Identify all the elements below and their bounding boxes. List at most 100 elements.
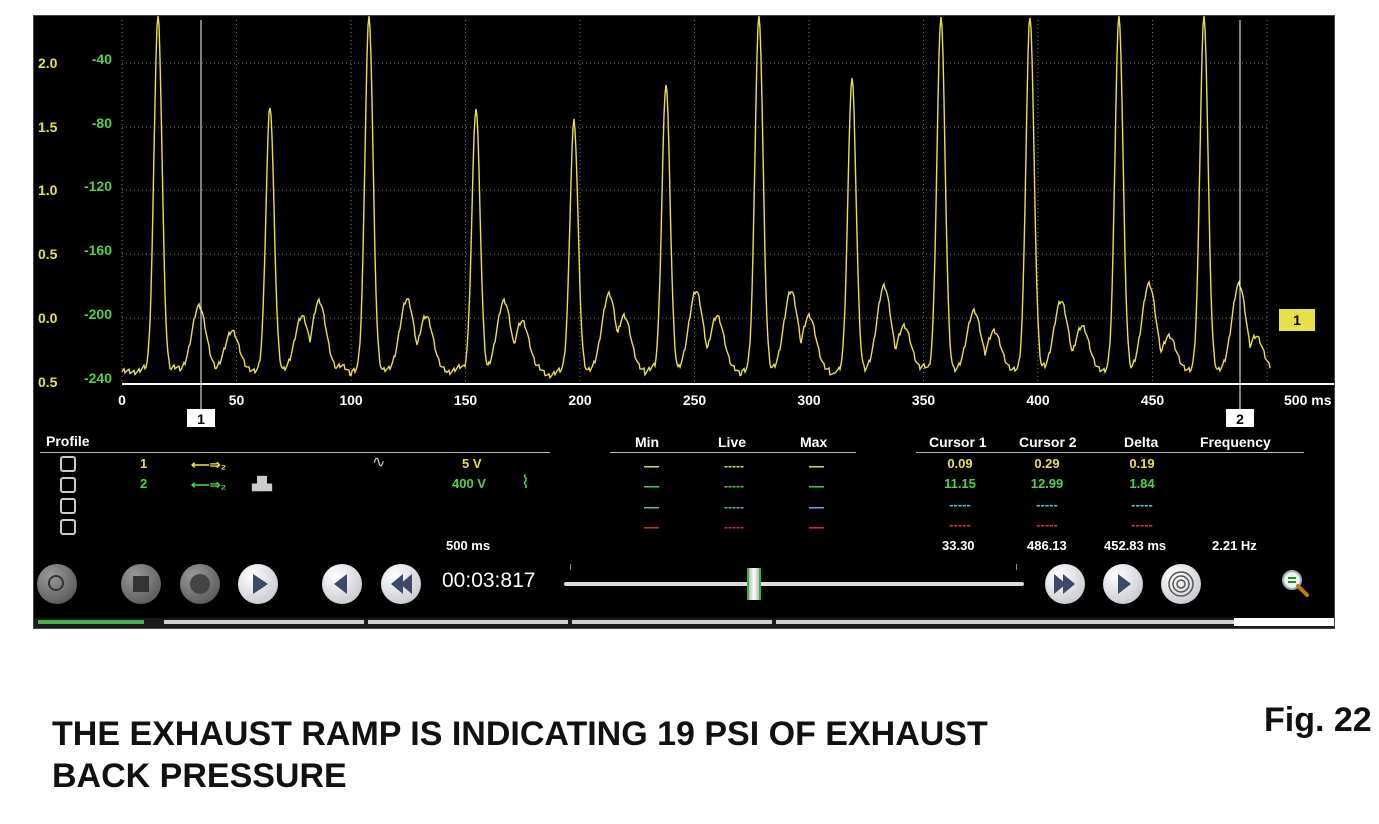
- stats-cell-live: -----: [724, 500, 744, 514]
- y-tick-label-1: 1.0: [38, 182, 58, 198]
- status-segment: [164, 620, 364, 624]
- cursor-header-2: Cursor 2: [1019, 434, 1077, 450]
- channel-2-number: 2: [140, 476, 148, 491]
- eye-icon[interactable]: [60, 519, 76, 535]
- fingerprint-icon: [1168, 571, 1194, 597]
- y-tick-label-1: 0.0: [38, 310, 58, 326]
- play-button[interactable]: [238, 564, 278, 604]
- x-axis-end-label: 500 ms: [1284, 392, 1332, 408]
- cursor-cell-c1: -----: [949, 497, 971, 512]
- stats-cell-min: -----: [643, 500, 660, 514]
- stats-cell-min: -----: [643, 520, 660, 534]
- trace-marker[interactable]: [1279, 309, 1315, 331]
- cursor-divider: [916, 452, 1304, 453]
- visibility-icons[interactable]: [60, 456, 76, 535]
- cursor-1-label: 1: [197, 411, 205, 427]
- scope-screen: 2.0 1.5 1.0 0.5 0.0 0.5 -40 -80 -120 -160 -200 -240…: [33, 15, 1335, 629]
- record-icon: [190, 574, 210, 594]
- cursor-cell-c2: 12.99: [1030, 476, 1064, 491]
- cursor-header-1: Cursor 1: [929, 434, 987, 450]
- x-tick-label: 100: [339, 392, 363, 408]
- camera-icon: [48, 575, 64, 591]
- zoom-button[interactable]: [1279, 567, 1313, 601]
- y-tick-label-2: -120: [84, 178, 112, 194]
- slider-tick-left: [570, 564, 571, 570]
- channel-1-number: 1: [140, 456, 148, 471]
- cursor-1-time: 33.30: [942, 538, 975, 553]
- stats-cell-max: -----: [808, 500, 825, 514]
- cursor-header-delta: Delta: [1124, 434, 1159, 450]
- camera-button[interactable]: [37, 564, 77, 604]
- stats-cell-live: -----: [724, 520, 744, 534]
- x-tick-label: 250: [683, 392, 707, 408]
- caption-line-2: BACK PRESSURE: [52, 757, 347, 795]
- stats-cell-min: -----: [643, 459, 660, 473]
- x-tick-label: 0: [118, 392, 126, 408]
- rewind-button[interactable]: [381, 564, 421, 604]
- slider-track: [564, 582, 1024, 586]
- status-segment: [368, 620, 568, 624]
- x-tick-label: 350: [912, 392, 936, 408]
- step-back-button[interactable]: [322, 564, 362, 604]
- cursor-cell-c1: 0.09: [947, 456, 973, 471]
- sine-wave-icon[interactable]: ∿: [372, 454, 386, 471]
- stats-header-min: Min: [635, 434, 660, 450]
- step-forward-button[interactable]: [1103, 564, 1143, 604]
- profile-header: Profile: [46, 433, 90, 449]
- cursor-cell-c2: -----: [1036, 497, 1058, 512]
- step-back-icon: [334, 574, 347, 594]
- cursor-cell-delta: -----: [1131, 517, 1153, 532]
- y-tick-label-2: -200: [84, 306, 112, 322]
- fast-forward-icon: [1054, 574, 1075, 594]
- zoom-icon: [1282, 570, 1309, 597]
- profile-divider: [40, 452, 550, 453]
- y-tick-label-2: -240: [84, 370, 112, 386]
- cursor-1-flag[interactable]: [187, 409, 215, 427]
- eye-icon[interactable]: [60, 477, 76, 493]
- x-tick-label: 450: [1141, 392, 1165, 408]
- grid: [121, 20, 1270, 384]
- cursor-cell-delta: 1.84: [1129, 476, 1155, 491]
- y-tick-label-1: 1.5: [38, 119, 58, 135]
- play-icon: [253, 574, 268, 594]
- cursor-header-frequency: Frequency: [1200, 434, 1271, 450]
- filter-icon[interactable]: ▟▙: [252, 476, 272, 491]
- channel-1-scale[interactable]: 5 V: [462, 456, 482, 471]
- caption-line-1: THE EXHAUST RAMP IS INDICATING 19 PSI OF…: [52, 715, 988, 753]
- eye-icon[interactable]: [60, 498, 76, 514]
- stop-icon: [133, 576, 149, 592]
- status-segment: [776, 620, 1236, 624]
- x-tick-label: 300: [797, 392, 821, 408]
- cursor-2-flag[interactable]: [1226, 409, 1254, 427]
- status-segment: [1234, 618, 1334, 626]
- figure-label: Fig. 22: [1264, 701, 1372, 739]
- y-axis-ticks: 2.0 1.5 1.0 0.5 0.0 0.5 -40 -80 -120 -160 -200 -240: [38, 51, 112, 390]
- stats-cell-min: -----: [643, 479, 660, 493]
- slider-thumb[interactable]: [747, 568, 761, 600]
- timebase-label[interactable]: 500 ms: [446, 538, 491, 553]
- y-tick-label-1: 0.5: [38, 374, 58, 390]
- y-tick-label-2: -160: [84, 242, 112, 258]
- channel-2-scale[interactable]: 400 V: [452, 476, 486, 491]
- stats-cell-live: -----: [724, 479, 744, 493]
- eye-icon[interactable]: [60, 456, 76, 472]
- fast-forward-button[interactable]: [1045, 564, 1085, 604]
- y-tick-label-1: 0.5: [38, 246, 58, 262]
- y-tick-label-2: -80: [92, 115, 112, 131]
- cursor-cell-c1: 11.15: [944, 476, 976, 491]
- fingerprint-button[interactable]: [1161, 564, 1201, 604]
- playback-time: 00:03:817: [442, 569, 536, 592]
- caption: THE EXHAUST RAMP IS INDICATING 19 PSI OF…: [52, 713, 988, 797]
- trigger-slope-icon[interactable]: ⌇: [521, 472, 530, 492]
- status-bar: [34, 618, 1334, 628]
- delta-time: 452.83 ms: [1104, 538, 1167, 553]
- probe-icon: ⟵⇒₂: [191, 477, 227, 492]
- waveform-trace: [121, 16, 1271, 380]
- step-forward-icon: [1118, 574, 1131, 594]
- waveform-display[interactable]: 2.0 1.5 1.0 0.5 0.0 0.5 -40 -80 -120 -160 -200 -240…: [34, 16, 1335, 436]
- status-segment: [572, 620, 772, 624]
- stats-header-max: Max: [800, 434, 828, 450]
- playback-slider[interactable]: [564, 564, 1024, 604]
- record-button[interactable]: [180, 564, 220, 604]
- stop-button[interactable]: [121, 564, 161, 604]
